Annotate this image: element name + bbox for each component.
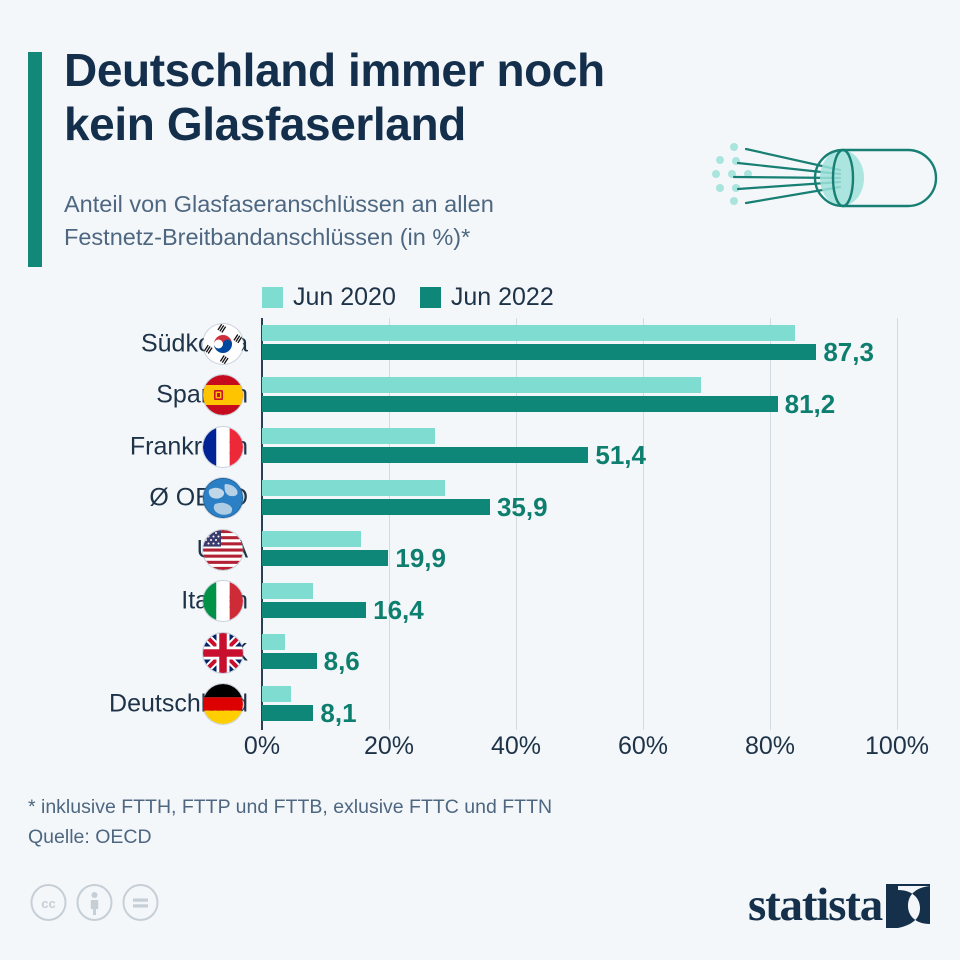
bar-jun-2022[interactable] xyxy=(262,601,367,618)
svg-text:cc: cc xyxy=(41,896,55,911)
bar-value-label: 51,4 xyxy=(595,440,646,470)
chart-row: USA 19,9 xyxy=(0,524,960,576)
chart-rows: Südkorea 87,3 Spanien 81,2 Frankreich 51,4… xyxy=(0,318,960,730)
bar-chart: Südkorea 87,3 Spanien 81,2 Frankreich 51,4… xyxy=(0,318,960,730)
footnote-text: * inklusive FTTH, FTTP und FTTB, exlusiv… xyxy=(28,796,553,818)
bar-jun-2020[interactable] xyxy=(262,325,795,341)
bar-jun-2020[interactable] xyxy=(262,531,362,547)
bar-jun-2022[interactable] xyxy=(262,550,389,566)
legend-label-jun-2020: Jun 2020 xyxy=(293,283,396,311)
page-subtitle: Anteil von Glasfaseranschlüssen an allen… xyxy=(64,188,704,255)
legend-item-jun-2020[interactable]: Jun 2020 xyxy=(262,283,396,312)
legend-item-jun-2022[interactable]: Jun 2022 xyxy=(419,283,554,312)
usa-flag xyxy=(203,529,243,570)
bar-value-label: 8,6 xyxy=(323,646,360,676)
bar-value-label: 35,9 xyxy=(496,491,548,522)
chart-y-axis xyxy=(261,318,263,730)
source-text: Quelle: OECD xyxy=(28,825,152,848)
cc-nd-icon[interactable] xyxy=(122,884,159,921)
fiber-optic-cable-icon xyxy=(712,133,944,239)
legend-label-jun-2022: Jun 2022 xyxy=(450,283,554,311)
italy-flag xyxy=(203,581,243,622)
row-bars: 16,4 xyxy=(262,576,897,628)
statista-mark-icon xyxy=(886,883,930,928)
chart-x-axis-labels: 0% 20% 40% 60% 80% 100% xyxy=(244,732,929,772)
bar-jun-2022[interactable] xyxy=(262,447,589,463)
germany-flag xyxy=(203,684,243,725)
bar-jun-2020[interactable] xyxy=(262,685,292,702)
spain-flag xyxy=(203,375,243,416)
bar-jun-2020[interactable] xyxy=(262,428,436,444)
row-bars: 35,9 xyxy=(262,473,897,525)
x-axis-tick-40%: 40% xyxy=(490,732,542,760)
uk-flag xyxy=(203,632,243,673)
page-title-line-1: Deutschland immer noch xyxy=(64,44,605,96)
bar-jun-2020[interactable] xyxy=(262,479,445,496)
france-flag xyxy=(203,426,243,467)
chart-legend: Jun 2020 Jun 2022 xyxy=(262,283,554,312)
bar-value-label: 87,3 xyxy=(823,337,874,367)
chart-row: Deutschland 8,1 xyxy=(0,679,960,731)
chart-footnote: * inklusive FTTH, FTTP und FTTB, exlusiv… xyxy=(28,793,552,852)
cc-by-icon[interactable] xyxy=(76,884,113,921)
x-axis-tick-60%: 60% xyxy=(617,732,669,760)
x-axis-tick-20%: 20% xyxy=(363,732,415,760)
bar-value-label: 19,9 xyxy=(395,543,446,573)
cc-icon[interactable]: cc xyxy=(30,884,67,921)
x-axis-tick-80%: 80% xyxy=(744,732,796,760)
chart-row: Spanien 81,2 xyxy=(0,370,960,422)
chart-row: Südkorea 87,3 xyxy=(0,318,960,370)
chart-row: UK 8,6 xyxy=(0,627,960,679)
statista-wordmark: statista xyxy=(748,879,883,931)
row-bars: 51,4 xyxy=(262,421,897,473)
chart-row: Frankreich 51,4 xyxy=(0,421,960,473)
title-accent-bar xyxy=(28,52,42,267)
bar-value-label: 81,2 xyxy=(784,388,836,419)
row-bars: 8,6 xyxy=(262,627,897,679)
bar-jun-2020[interactable] xyxy=(262,376,702,393)
bar-value-label: 8,1 xyxy=(320,697,357,728)
page-subtitle-line-2: Festnetz-Breitbandanschlüssen (in %)* xyxy=(64,224,471,251)
bar-jun-2020[interactable] xyxy=(262,582,313,599)
bar-jun-2020[interactable] xyxy=(262,634,285,650)
bar-jun-2022[interactable] xyxy=(262,395,778,412)
chart-row: Ø OECD 35,9 xyxy=(0,473,960,525)
page-title-line-2: kein Glasfaserland xyxy=(64,97,466,150)
row-bars: 81,2 xyxy=(262,370,897,422)
row-bars: 87,3 xyxy=(262,318,897,370)
bar-jun-2022[interactable] xyxy=(262,653,317,669)
row-bars: 8,1 xyxy=(262,679,897,731)
bar-jun-2022[interactable] xyxy=(262,498,490,515)
x-axis-tick-100%: 100% xyxy=(865,732,929,760)
creative-commons-icons: cc xyxy=(30,884,159,921)
statista-logo[interactable]: statista xyxy=(748,882,930,929)
bar-value-label: 16,4 xyxy=(373,594,424,625)
page-subtitle-line-1: Anteil von Glasfaseranschlüssen an allen xyxy=(64,191,494,217)
legend-swatch-jun-2020 xyxy=(262,287,283,308)
page-title: Deutschland immer noch kein Glasfaserlan… xyxy=(64,44,764,152)
bar-jun-2022[interactable] xyxy=(262,344,817,360)
row-bars: 19,9 xyxy=(262,524,897,576)
globe-oecd xyxy=(203,478,243,519)
x-axis-tick-0%: 0% xyxy=(243,732,281,760)
south-korea-flag xyxy=(203,323,243,364)
bar-jun-2022[interactable] xyxy=(262,704,314,721)
chart-row: Italien 16,4 xyxy=(0,576,960,628)
legend-swatch-jun-2022 xyxy=(419,287,441,308)
